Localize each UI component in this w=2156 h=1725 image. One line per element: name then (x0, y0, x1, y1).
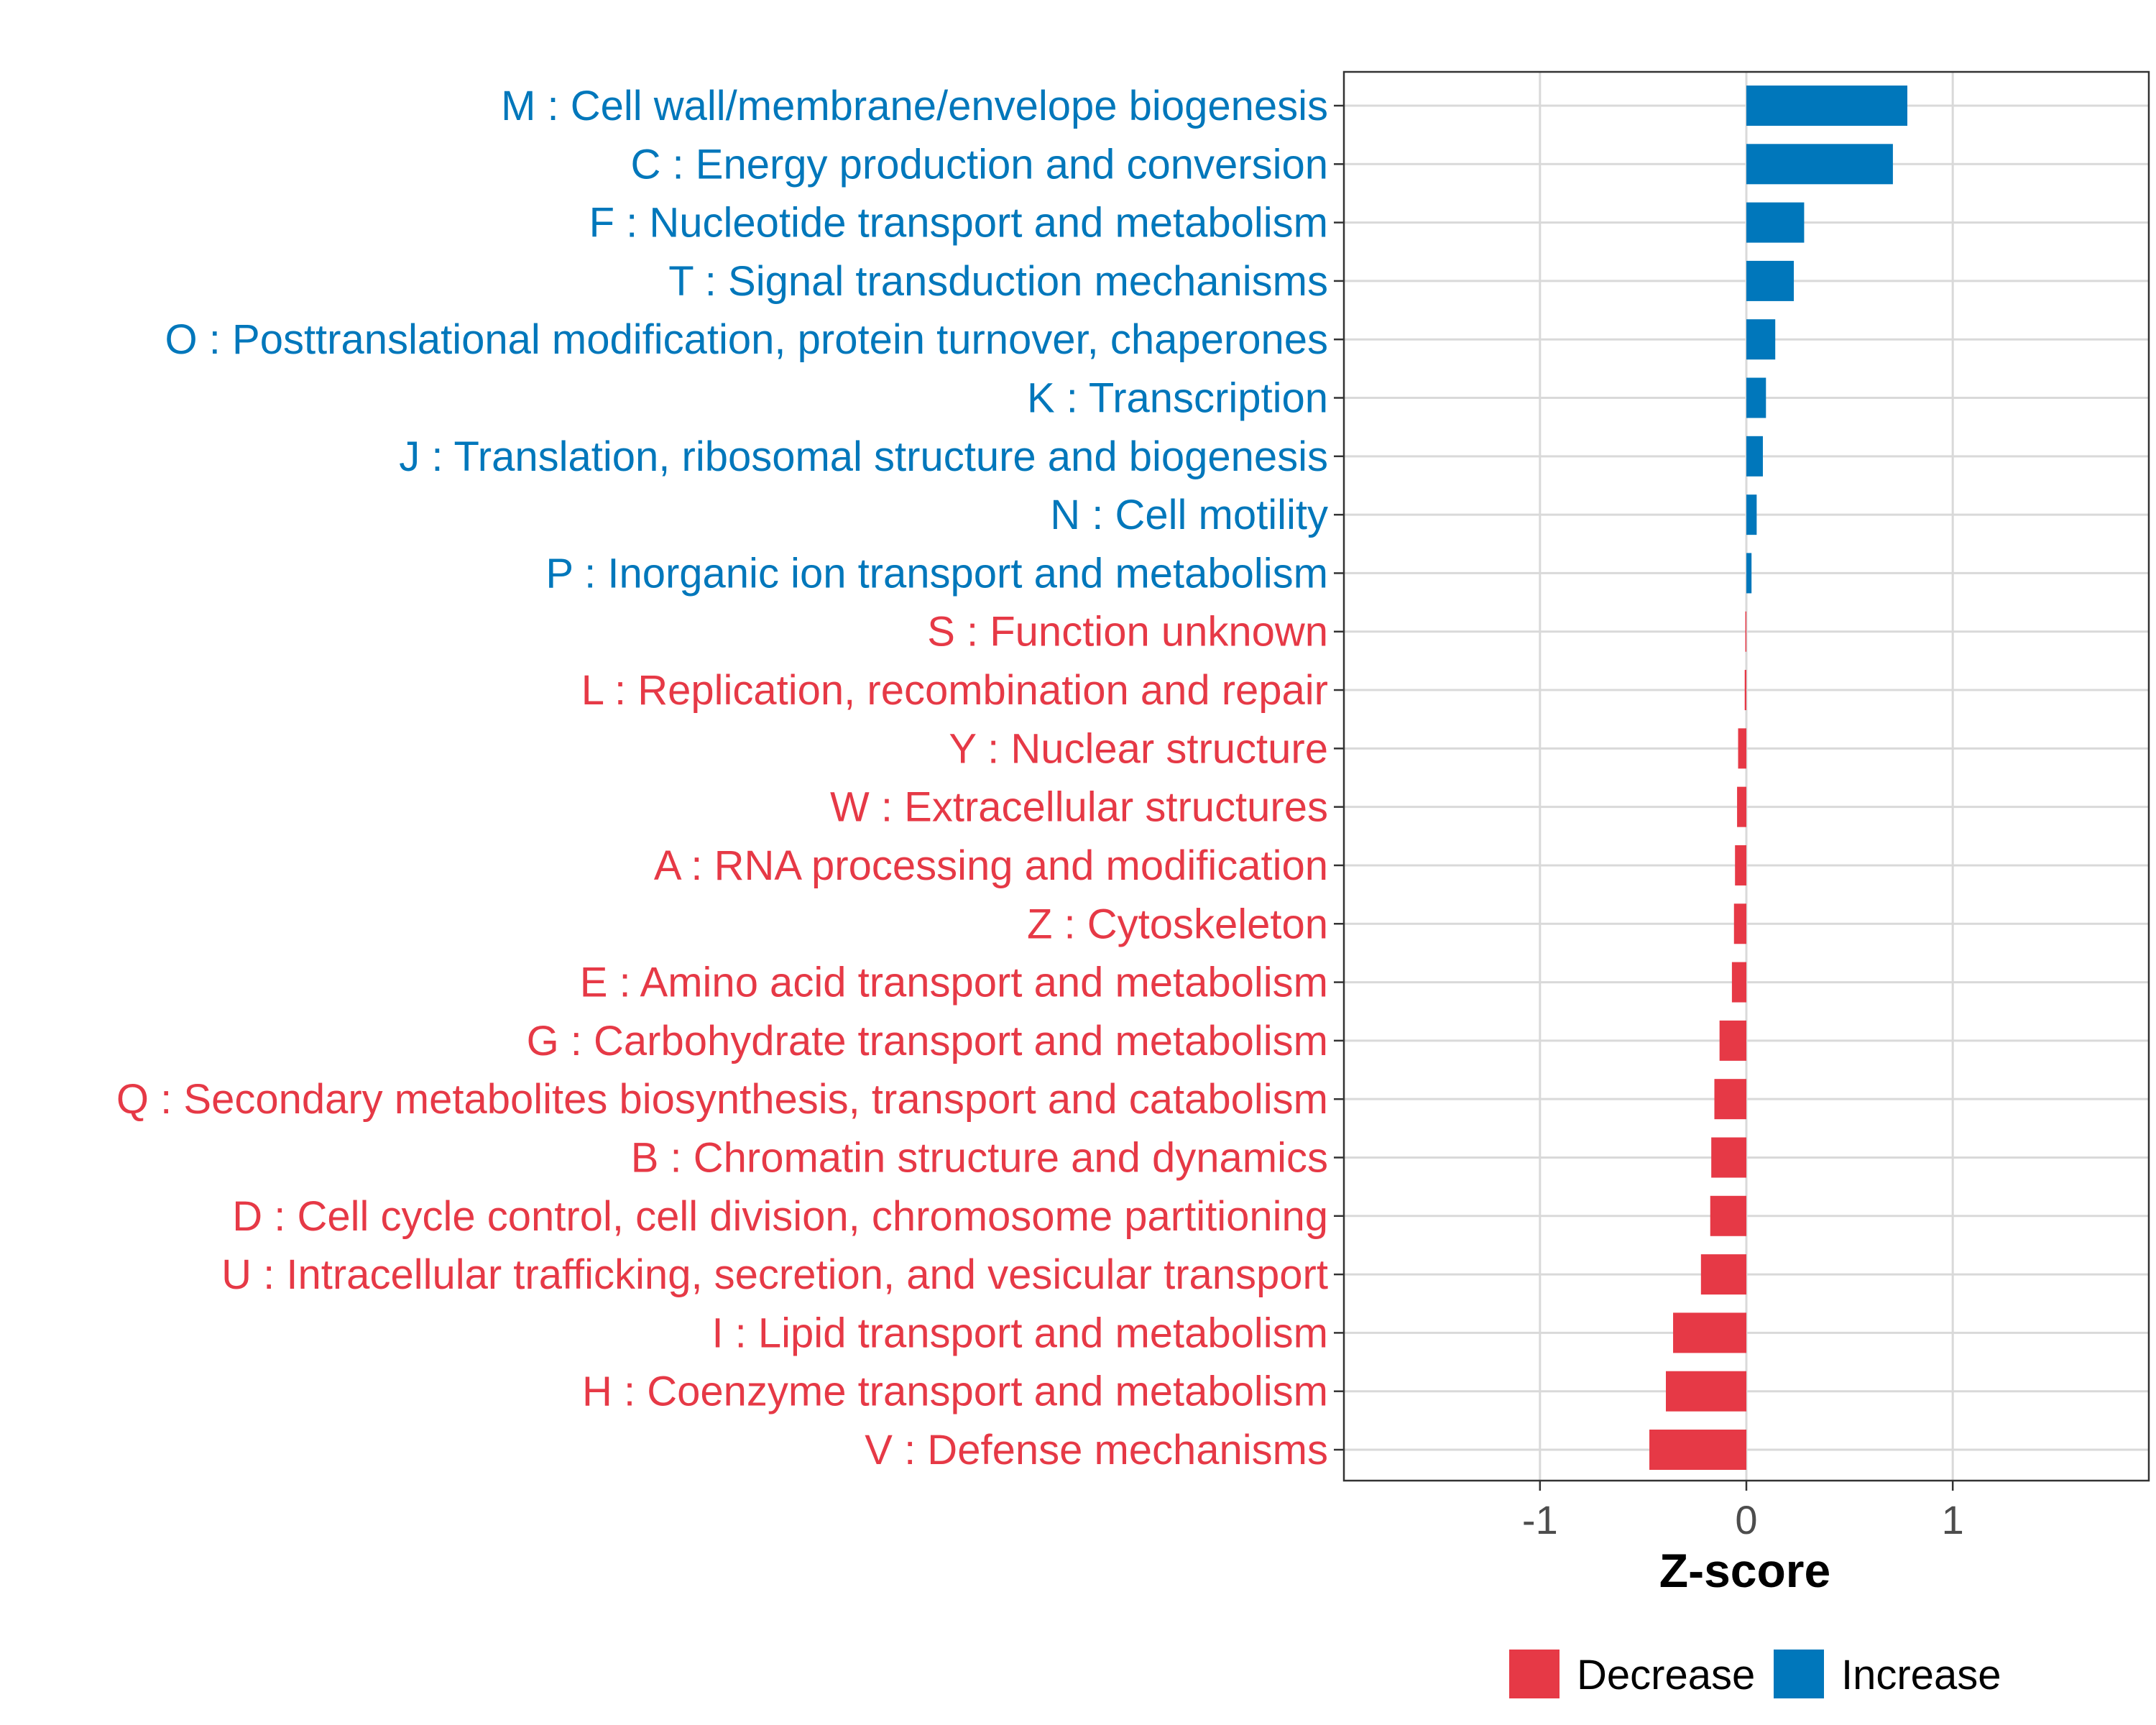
bar (1745, 611, 1747, 652)
bar (1700, 1254, 1746, 1295)
bar (1735, 845, 1746, 886)
bar (1666, 1371, 1746, 1412)
x-tick-label: 0 (1735, 1497, 1757, 1542)
bar (1744, 670, 1746, 711)
category-label: M : Cell wall/membrane/envelope biogenes… (501, 83, 1328, 129)
bar (1737, 786, 1746, 827)
bar (1738, 728, 1746, 769)
bar (1731, 962, 1746, 1003)
x-tick-label: 1 (1942, 1497, 1964, 1542)
category-label: N : Cell motility (1050, 492, 1328, 538)
bar (1746, 86, 1907, 126)
category-label: O : Posttranslational modification, prot… (165, 316, 1328, 363)
bar (1719, 1020, 1746, 1061)
bar (1746, 260, 1795, 301)
category-label: Z : Cytoskeleton (1027, 901, 1328, 947)
category-label: B : Chromatin structure and dynamics (631, 1134, 1328, 1181)
category-label: J : Translation, ribosomal structure and… (399, 433, 1328, 480)
category-label: Y : Nuclear structure (949, 725, 1328, 772)
bar-layer (1649, 86, 1907, 1470)
category-label: G : Carbohydrate transport and metabolis… (527, 1018, 1328, 1064)
category-label: Q : Secondary metabolites biosynthesis, … (116, 1076, 1328, 1123)
category-label: L : Replication, recombination and repai… (581, 667, 1328, 714)
category-label: E : Amino acid transport and metabolism (580, 960, 1328, 1006)
bar (1710, 1195, 1746, 1236)
bar (1649, 1430, 1746, 1470)
category-label: U : Intracellular trafficking, secretion… (221, 1251, 1328, 1298)
legend-swatch (1509, 1650, 1560, 1698)
category-label: S : Function unknown (927, 609, 1328, 656)
category-label: P : Inorganic ion transport and metaboli… (545, 550, 1328, 597)
category-label: K : Transcription (1027, 375, 1328, 422)
category-label: A : RNA processing and modification (654, 842, 1328, 889)
category-label: W : Extracellular structures (830, 784, 1328, 831)
y-axis-ticks (1334, 104, 1344, 1451)
category-label: V : Defense mechanisms (865, 1427, 1328, 1473)
bar (1714, 1079, 1746, 1120)
legend: Decrease Increase (1509, 1650, 2001, 1698)
category-label: I : Lipid transport and metabolism (711, 1310, 1328, 1356)
bar (1746, 319, 1776, 360)
category-labels: M : Cell wall/membrane/envelope biogenes… (116, 83, 1328, 1473)
bar (1746, 144, 1893, 185)
bar (1733, 903, 1746, 944)
category-label: D : Cell cycle control, cell division, c… (232, 1193, 1328, 1240)
category-label: F : Nucleotide transport and metabolism (589, 200, 1328, 247)
bar (1746, 494, 1757, 535)
legend-label: Decrease (1577, 1652, 1755, 1698)
bar (1746, 553, 1752, 594)
x-tick-label: -1 (1522, 1497, 1558, 1542)
bar (1673, 1312, 1746, 1353)
category-label: C : Energy production and conversion (631, 141, 1328, 188)
legend-label: Increase (1841, 1652, 2001, 1698)
bar (1711, 1137, 1746, 1178)
bar (1746, 202, 1805, 243)
category-label: T : Signal transduction mechanisms (668, 258, 1328, 305)
category-label: H : Coenzyme transport and metabolism (582, 1368, 1328, 1415)
x-axis-ticks: -1 0 1 (1522, 1481, 1964, 1542)
legend-swatch (1774, 1650, 1824, 1698)
bar (1746, 436, 1763, 477)
bar (1746, 377, 1766, 418)
x-axis-title: Z-score (1659, 1544, 1830, 1597)
